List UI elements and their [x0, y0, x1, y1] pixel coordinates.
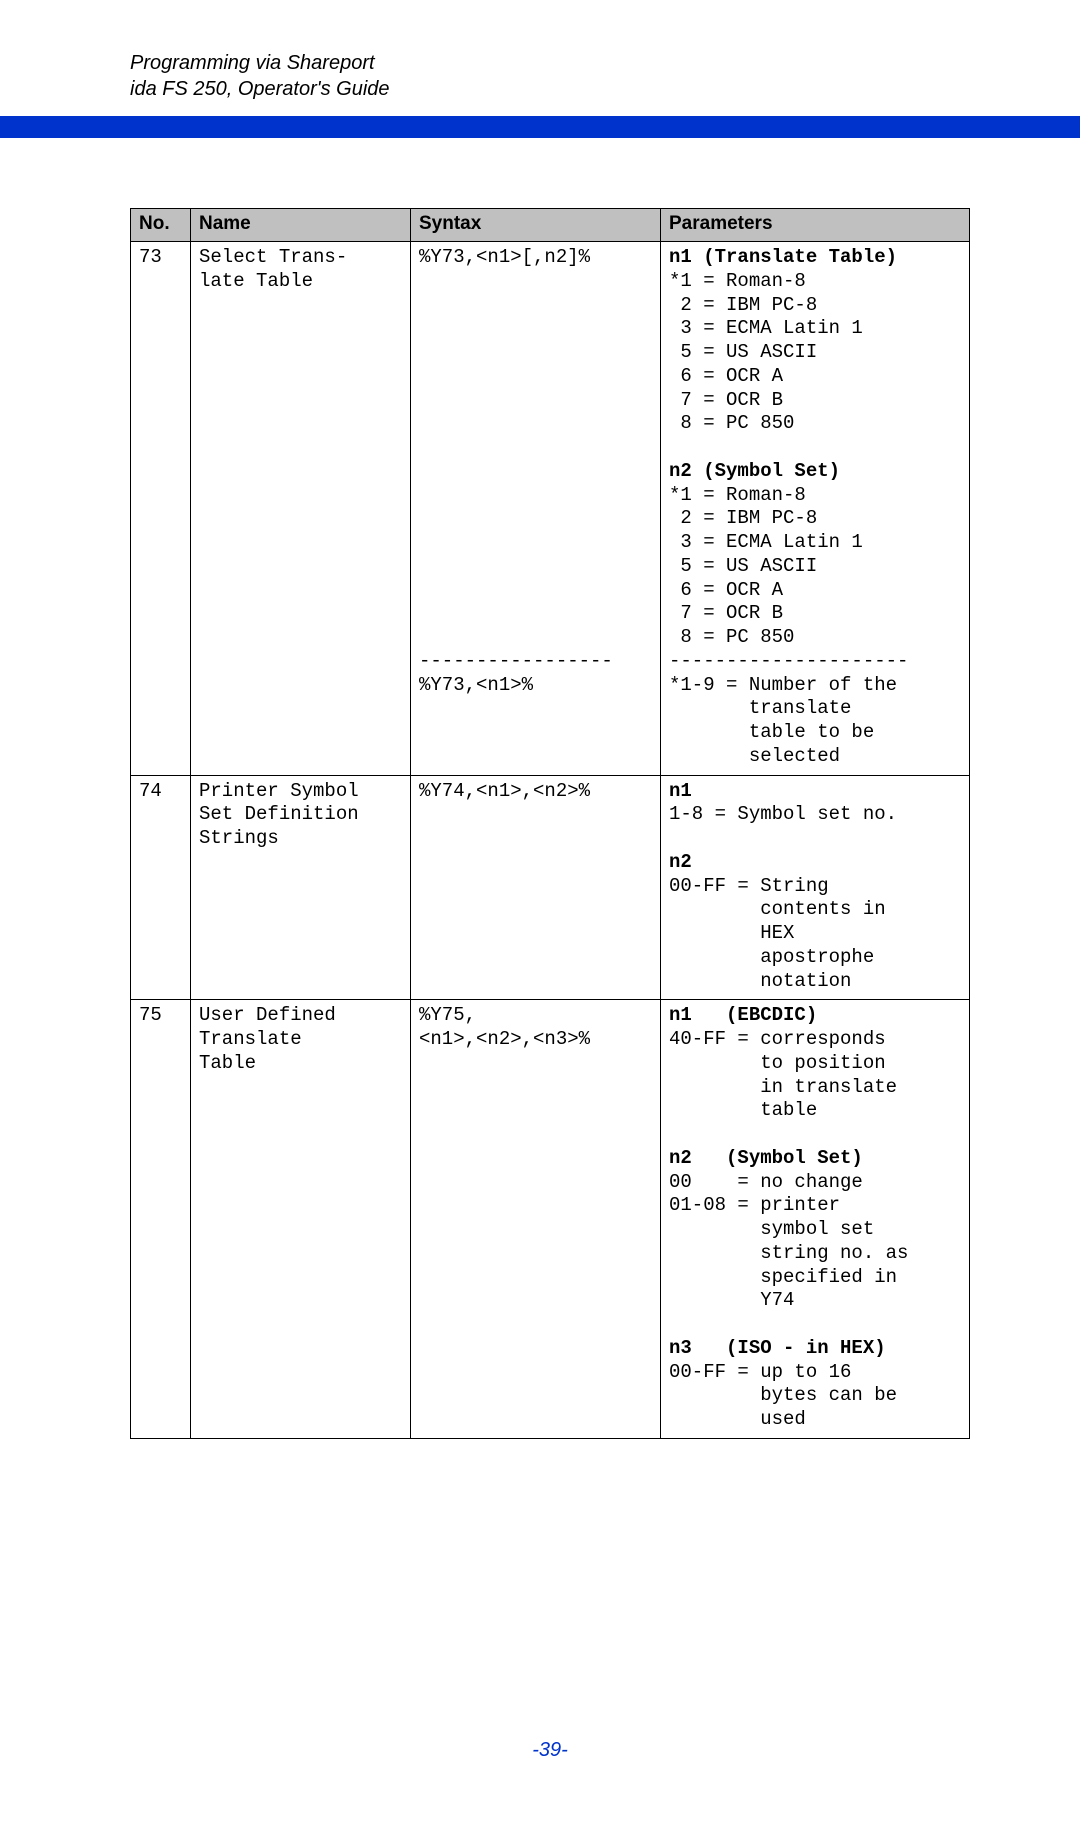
- cell-no: 73: [131, 242, 191, 776]
- table-row: 73 Select Trans- late Table %Y73,<n1>[,n…: [131, 242, 970, 776]
- command-table: No. Name Syntax Parameters 73 Select Tra…: [130, 208, 970, 1439]
- command-table-wrap: No. Name Syntax Parameters 73 Select Tra…: [130, 208, 970, 1439]
- cell-params: n1 1-8 = Symbol set no. n2 00-FF = Strin…: [661, 775, 970, 1000]
- param-heading: n3 (ISO - in HEX): [669, 1337, 886, 1359]
- doc-header: Programming via Shareport ida FS 250, Op…: [130, 50, 970, 102]
- param-heading: n2 (Symbol Set): [669, 1147, 863, 1169]
- col-no: No.: [131, 209, 191, 242]
- param-block: 40-FF = corresponds to position in trans…: [669, 1028, 897, 1121]
- header-line-2: ida FS 250, Operator's Guide: [130, 76, 970, 102]
- page-number: -39-: [130, 1739, 970, 1762]
- page-root: Programming via Shareport ida FS 250, Op…: [0, 0, 1080, 1822]
- header-line-1: Programming via Shareport: [130, 50, 970, 76]
- param-heading: n1 (Translate Table): [669, 246, 897, 268]
- cell-name: Printer Symbol Set Definition Strings: [191, 775, 411, 1000]
- table-row: 74 Printer Symbol Set Definition Strings…: [131, 775, 970, 1000]
- cell-no: 74: [131, 775, 191, 1000]
- col-params: Parameters: [661, 209, 970, 242]
- param-block: *1 = Roman-8 2 = IBM PC-8 3 = ECMA Latin…: [669, 484, 908, 767]
- param-heading: n1 (EBCDIC): [669, 1004, 817, 1026]
- cell-params: n1 (Translate Table) *1 = Roman-8 2 = IB…: [661, 242, 970, 776]
- param-block: 00-FF = String contents in HEX apostroph…: [669, 875, 886, 992]
- col-name: Name: [191, 209, 411, 242]
- param-block: 00 = no change 01-08 = printer symbol se…: [669, 1171, 908, 1312]
- cell-name: User Defined Translate Table: [191, 1000, 411, 1439]
- table-row: 75 User Defined Translate Table %Y75, <n…: [131, 1000, 970, 1439]
- cell-syntax: %Y74,<n1>,<n2>%: [411, 775, 661, 1000]
- param-block: 00-FF = up to 16 bytes can be used: [669, 1361, 897, 1431]
- table-header-row: No. Name Syntax Parameters: [131, 209, 970, 242]
- cell-syntax: %Y75, <n1>,<n2>,<n3>%: [411, 1000, 661, 1439]
- param-block: *1 = Roman-8 2 = IBM PC-8 3 = ECMA Latin…: [669, 270, 863, 435]
- cell-name: Select Trans- late Table: [191, 242, 411, 776]
- param-heading: n2 (Symbol Set): [669, 460, 840, 482]
- col-syntax: Syntax: [411, 209, 661, 242]
- header-accent-bar: [0, 116, 1080, 138]
- param-heading: n1: [669, 780, 692, 802]
- cell-no: 75: [131, 1000, 191, 1439]
- cell-syntax: %Y73,<n1>[,n2]% ----------------- %Y73,<…: [411, 242, 661, 776]
- cell-params: n1 (EBCDIC) 40-FF = corresponds to posit…: [661, 1000, 970, 1439]
- param-heading: n2: [669, 851, 692, 873]
- param-block: 1-8 = Symbol set no.: [669, 803, 897, 825]
